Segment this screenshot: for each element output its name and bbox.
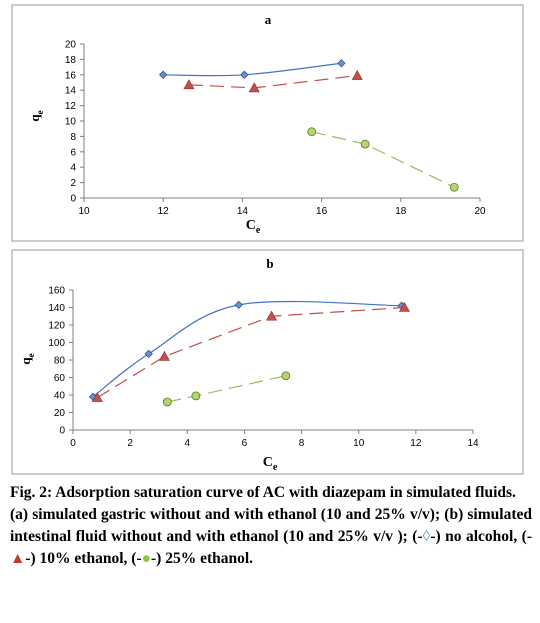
caption-dash: - — [526, 528, 533, 545]
chart-a-y-title: qe — [27, 110, 45, 121]
chart-a-y-tick-label: 14 — [65, 86, 77, 97]
chart-b-y-tick-label: 160 — [48, 286, 65, 297]
chart-panel-b: b 0 20 40 60 80 100 120 140 160 0 2 4 6 8 10 12 14 Ce q… — [11, 249, 524, 475]
chart-b-x-tick-label: 10 — [353, 438, 365, 449]
chart-b-x-tick-label: 2 — [127, 438, 133, 449]
caption-10-ethanol: ) 10% ethanol, ( — [30, 550, 137, 567]
caption-dash: - — [25, 550, 31, 567]
chart-a-point-diamond — [159, 70, 168, 79]
chart-a-point-diamond — [337, 59, 346, 68]
chart-b-y-tick-label: 40 — [54, 391, 66, 402]
caption-25-ethanol: ) 25% ethanol. — [156, 550, 254, 567]
chart-b-x-tick-label: 8 — [299, 438, 305, 449]
chart-a-y-tick-label: 6 — [70, 147, 76, 158]
chart-a-point-triangle — [248, 82, 260, 93]
chart-b-y-tick-label: 20 — [54, 408, 66, 419]
caption-dash: - — [417, 528, 423, 545]
chart-a-y-tick-label: 12 — [65, 101, 77, 112]
chart-b-series-diamond-line — [92, 300, 402, 398]
chart-b-y-ticks: 0 20 40 60 80 100 120 140 160 — [48, 286, 73, 437]
caption-body: (a) simulated gastric without and with e… — [10, 504, 532, 570]
chart-b-y-tick-label: 100 — [48, 338, 65, 349]
chart-b-series — [88, 300, 410, 407]
chart-b-x-tick-label: 0 — [70, 438, 76, 449]
chart-b-point-circle — [162, 397, 172, 407]
chart-a-x-title: Ce — [246, 218, 261, 236]
chart-b-frame — [11, 249, 524, 475]
chart-a-title: a — [265, 12, 272, 27]
caption-dash: - — [430, 528, 436, 545]
caption-description: (a) simulated gastric without and with e… — [10, 506, 532, 545]
chart-b-point-diamond — [144, 349, 153, 359]
chart-a-point-triangle — [183, 79, 195, 90]
chart-a-y-tick-label: 2 — [70, 178, 76, 189]
chart-b-point-circle — [191, 391, 201, 401]
chart-a-series — [159, 59, 459, 192]
chart-a-y-tick-label: 10 — [65, 117, 77, 128]
caption-no-alcohol: ) no alcohol, ( — [435, 528, 527, 545]
chart-b-title: b — [266, 256, 273, 271]
chart-a-y-tick-label: 4 — [70, 163, 76, 174]
chart-b-point-circle — [281, 371, 291, 381]
chart-b-point-triangle — [158, 350, 170, 361]
chart-a-point-circle — [449, 182, 459, 192]
caption-title: Fig. 2: Adsorption saturation curve of A… — [10, 484, 516, 501]
chart-b-x-title: Ce — [263, 455, 278, 473]
chart-b-y-tick-label: 120 — [48, 321, 65, 332]
chart-panel-a: a 0 2 4 6 8 10 12 14 16 18 20 10 12 14 16 18 20 Ce qe — [11, 4, 524, 242]
chart-b-y-title: qe — [18, 353, 36, 364]
chart-b-y-tick-label: 0 — [59, 426, 65, 437]
dot-legend-icon: ● — [141, 550, 151, 567]
chart-b-point-diamond — [234, 300, 243, 310]
chart-a-y-tick-label: 20 — [65, 40, 77, 51]
chart-a-x-tick-label: 16 — [316, 206, 328, 217]
chart-a-point-triangle — [351, 69, 363, 80]
figure-caption: Fig. 2: Adsorption saturation curve of A… — [10, 482, 532, 570]
chart-a-x-tick-label: 14 — [237, 206, 249, 217]
caption-dash: - — [150, 550, 157, 567]
chart-b-x-tick-label: 12 — [410, 438, 422, 449]
chart-a-point-diamond — [240, 70, 249, 79]
chart-a-x-tick-label: 18 — [395, 206, 407, 217]
caption-dash: - — [136, 550, 142, 567]
chart-a-point-circle — [307, 127, 317, 137]
chart-b-y-tick-label: 80 — [54, 356, 66, 367]
chart-b-point-triangle — [91, 392, 103, 402]
chart-a-y-tick-label: 0 — [70, 194, 76, 205]
chart-a-x-tick-label: 20 — [474, 206, 486, 217]
chart-a-frame — [11, 4, 524, 242]
triangle-legend-icon: ▲ — [10, 550, 26, 567]
chart-b-series-triangle-line — [96, 306, 405, 399]
chart-a-y-tick-label: 18 — [65, 55, 77, 66]
chart-b-x-tick-label: 6 — [242, 438, 248, 449]
chart-b-x-ticks: 0 2 4 6 8 10 12 14 — [70, 430, 479, 449]
chart-a-y-tick-label: 16 — [65, 70, 77, 81]
chart-b-x-tick-label: 4 — [185, 438, 191, 449]
chart-a-y-tick-label: 8 — [70, 132, 76, 143]
chart-b-point-triangle — [398, 301, 410, 312]
diamond-legend-icon: ◊ — [422, 528, 431, 545]
chart-b-point-triangle — [266, 310, 278, 321]
chart-a-x-ticks: 10 12 14 16 18 20 — [78, 198, 486, 217]
chart-a-x-tick-label: 10 — [78, 206, 90, 217]
chart-b-x-tick-label: 14 — [467, 438, 479, 449]
chart-a-point-circle — [360, 139, 370, 149]
chart-a-y-ticks: 0 2 4 6 8 10 12 14 16 18 20 — [65, 40, 84, 205]
chart-a-x-tick-label: 12 — [158, 206, 170, 217]
chart-b-y-tick-label: 140 — [48, 303, 65, 314]
chart-b-y-tick-label: 60 — [54, 373, 66, 384]
